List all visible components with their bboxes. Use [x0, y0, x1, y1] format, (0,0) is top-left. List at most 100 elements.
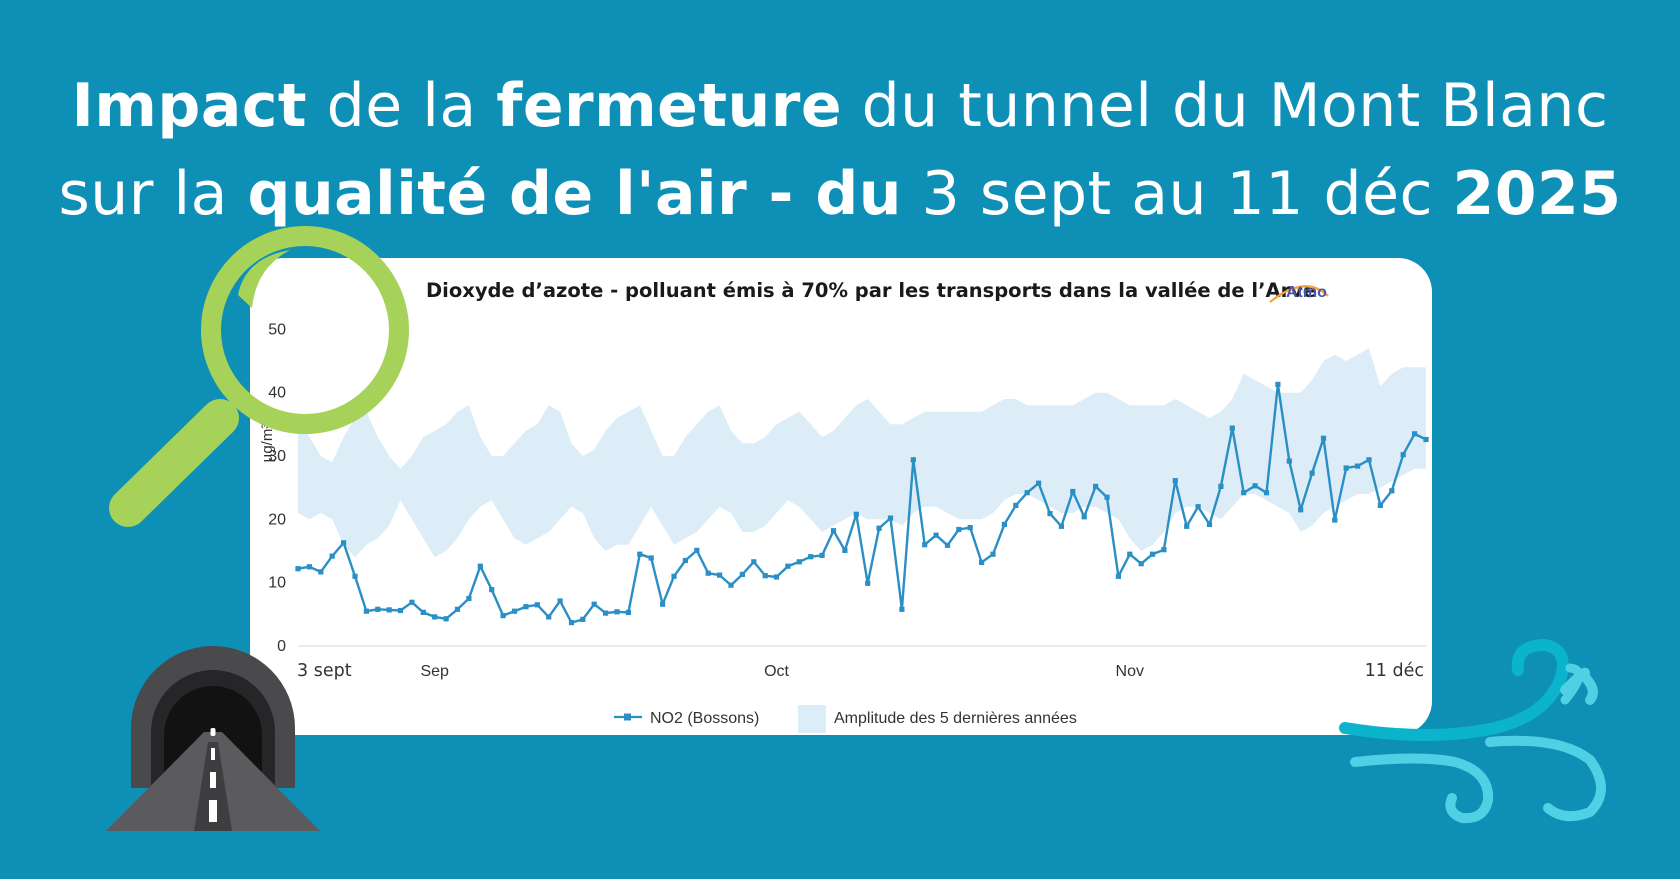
no2-point	[739, 571, 745, 577]
no2-point	[944, 542, 951, 548]
no2-point	[979, 559, 985, 565]
chart-card: Dioxyde d’azote - polluant émis à 70% pa…	[250, 258, 1432, 735]
y-axis-label: µg/m³	[259, 424, 276, 463]
no2-point	[534, 602, 540, 608]
no2-point	[489, 587, 495, 593]
no2-point	[1070, 488, 1076, 495]
no2-point	[363, 608, 369, 614]
no2-point	[694, 547, 700, 553]
no2-point	[1104, 494, 1110, 500]
y-axis: 0 10 20 30 40 50	[268, 321, 286, 655]
no2-point	[409, 599, 415, 605]
no2-series-layer	[295, 381, 1429, 626]
no2-point	[830, 528, 837, 534]
no2-point	[420, 609, 426, 615]
no2-point	[1389, 488, 1395, 494]
no2-point	[762, 573, 768, 579]
no2-point	[295, 566, 301, 572]
headline-line-1: Impact de la fermeture du tunnel du Mont…	[0, 62, 1680, 150]
no2-point	[1195, 504, 1201, 510]
no2-point	[1366, 457, 1372, 463]
atmo-logo-text: Atmo	[1286, 284, 1327, 301]
headline-line-1-segment-0: Impact	[71, 71, 308, 141]
no2-point	[773, 574, 780, 580]
y-tick-label: 40	[268, 385, 286, 402]
headline: Impact de la fermeture du tunnel du Mont…	[0, 62, 1680, 238]
legend-no2-label: NO2 (Bossons)	[650, 710, 759, 727]
no2-point	[1309, 470, 1315, 476]
no2-point	[352, 573, 358, 579]
no2-point	[922, 542, 928, 548]
no2-point	[1093, 483, 1099, 489]
no2-point	[842, 547, 848, 553]
no2-point	[933, 532, 939, 538]
no2-point	[751, 559, 757, 565]
no2-point	[671, 573, 677, 579]
headline-line-2-segment-3: 2025	[1452, 159, 1622, 229]
no2-point	[1149, 551, 1156, 557]
no2-point	[397, 607, 404, 614]
no2-point	[466, 595, 472, 602]
amplitude-band	[298, 348, 1426, 558]
no2-point	[808, 554, 814, 560]
no2-point	[990, 551, 996, 557]
no2-point	[1047, 511, 1053, 517]
headline-line-2: sur la qualité de l'air - du 3 sept au 1…	[0, 150, 1680, 238]
no2-point	[1206, 521, 1213, 527]
y-tick-label: 50	[268, 321, 286, 338]
no2-point	[1058, 523, 1064, 529]
y-tick-label: 0	[277, 638, 286, 655]
no2-point	[682, 557, 688, 564]
no2-point	[603, 610, 609, 616]
no2-point	[796, 559, 802, 565]
no2-point	[1036, 480, 1042, 486]
y-tick-label: 10	[268, 575, 286, 592]
no2-point	[1263, 490, 1270, 496]
no2-point	[546, 614, 552, 620]
no2-point	[1127, 551, 1133, 557]
no2-point	[1332, 517, 1338, 523]
no2-point	[568, 620, 575, 626]
no2-point	[591, 601, 597, 607]
legend-band-swatch	[798, 705, 826, 733]
chart-title: Dioxyde d’azote - polluant émis à 70% pa…	[426, 279, 1316, 302]
no2-point	[386, 607, 392, 613]
no2-point	[876, 525, 882, 531]
no2-point	[887, 515, 894, 521]
no2-chart: Dioxyde d’azote - polluant émis à 70% pa…	[259, 279, 1429, 733]
no2-point	[819, 552, 825, 558]
no2-point	[1115, 573, 1121, 579]
no2-point	[1252, 483, 1258, 489]
no2-point	[477, 563, 483, 569]
no2-point	[432, 614, 438, 620]
x-tick-label: Sep	[420, 663, 449, 680]
no2-point	[717, 572, 723, 578]
no2-point	[1377, 502, 1383, 508]
no2-point	[614, 609, 620, 615]
no2-line	[297, 383, 1427, 624]
x-tick-label: 11 déc	[1365, 661, 1424, 681]
y-tick-label: 20	[268, 511, 286, 528]
no2-point	[557, 598, 563, 604]
no2-point	[1298, 507, 1304, 513]
x-tick-label: 3 sept	[297, 661, 352, 681]
no2-point	[1138, 561, 1144, 567]
no2-point	[899, 606, 905, 612]
legend-band-label: Amplitude des 5 dernières années	[834, 710, 1077, 727]
no2-point	[705, 570, 711, 576]
no2-point	[1355, 463, 1361, 469]
x-tick-label: Oct	[764, 663, 789, 680]
no2-point	[341, 540, 347, 546]
no2-point	[306, 564, 312, 570]
no2-point	[1001, 521, 1007, 527]
no2-point	[580, 616, 586, 622]
no2-point	[956, 526, 962, 533]
no2-point	[454, 606, 461, 612]
headline-line-2-segment-0: sur la	[58, 159, 248, 229]
y-tick-label: 30	[268, 448, 286, 465]
no2-point	[1412, 431, 1418, 437]
headline-line-1-segment-1: de la	[307, 71, 497, 141]
no2-point	[865, 580, 871, 586]
no2-point	[1229, 425, 1235, 431]
legend-no2-marker	[624, 713, 631, 721]
